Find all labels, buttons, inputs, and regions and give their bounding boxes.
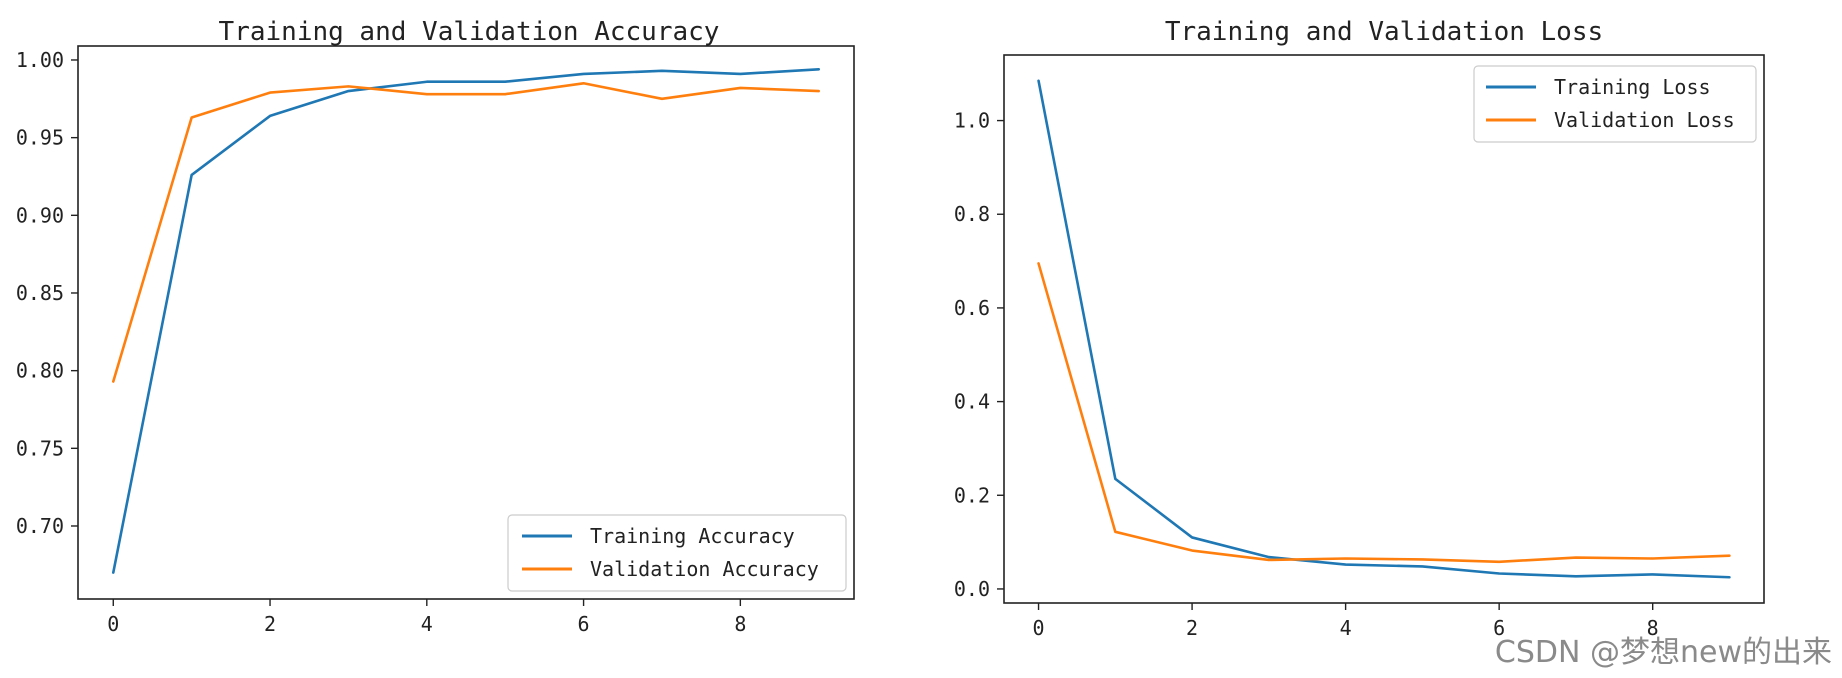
loss-legend-validation-label: Validation Loss [1554, 108, 1735, 132]
loss-series-line-validation [1037, 262, 1731, 564]
loss-y-axis: 0.0 0.2 0.4 0.6 0.8 1.0 [954, 109, 1004, 601]
loss-x-tick-label: 2 [1186, 616, 1198, 640]
loss-y-tick-label: 0.2 [954, 483, 990, 507]
accuracy-x-axis: 0 2 4 6 8 [107, 599, 746, 636]
accuracy-legend-box [507, 514, 847, 592]
loss-x-tick-label: 8 [1647, 616, 1659, 640]
accuracy-x-tick-label: 8 [734, 612, 746, 636]
accuracy-y-tick-label: 0.90 [16, 203, 64, 227]
loss-legend-training-label: Training Loss [1554, 75, 1711, 99]
watermark-text: CSDN @梦想new的出来 [1495, 635, 1832, 670]
loss-plot-frame [1003, 54, 1765, 604]
loss-y-tick-label: 1.0 [954, 109, 990, 133]
accuracy-y-tick-label: 0.95 [16, 126, 64, 150]
accuracy-x-tick-label: 0 [107, 612, 119, 636]
loss-series-line-training [1037, 79, 1731, 579]
accuracy-legend-validation-label: Validation Accuracy [590, 557, 819, 581]
accuracy-series-layer [111, 68, 821, 574]
accuracy-y-tick-label: 0.85 [16, 281, 64, 305]
loss-x-tick-label: 4 [1340, 616, 1352, 640]
accuracy-plot-frame [77, 45, 855, 600]
accuracy-y-tick-label: 1.00 [16, 48, 64, 72]
accuracy-series-line-training [111, 68, 821, 574]
loss-chart-title: Training and Validation Loss [1165, 17, 1603, 47]
accuracy-x-tick-label: 2 [264, 612, 276, 636]
loss-x-axis: 0 2 4 6 8 [1033, 603, 1659, 640]
loss-legend: Training Loss Validation Loss [1473, 65, 1757, 143]
accuracy-y-tick-label: 0.80 [16, 359, 64, 383]
accuracy-x-tick-label: 6 [578, 612, 590, 636]
accuracy-x-tick-label: 4 [421, 612, 433, 636]
accuracy-chart-title: Training and Validation Accuracy [219, 17, 720, 47]
loss-legend-box [1473, 65, 1757, 143]
loss-y-tick-label: 0.4 [954, 390, 990, 414]
loss-series-layer [1037, 79, 1731, 579]
loss-x-tick-label: 0 [1033, 616, 1045, 640]
loss-y-tick-label: 0.6 [954, 296, 990, 320]
loss-y-tick-label: 0.0 [954, 577, 990, 601]
accuracy-y-axis: 0.70 0.75 0.80 0.85 0.90 0.95 1.00 [16, 48, 78, 538]
loss-x-tick-label: 6 [1493, 616, 1505, 640]
accuracy-y-tick-label: 0.75 [16, 436, 64, 460]
accuracy-y-tick-label: 0.70 [16, 514, 64, 538]
loss-y-tick-label: 0.8 [954, 202, 990, 226]
accuracy-legend: Training Accuracy Validation Accuracy [507, 514, 847, 592]
accuracy-series-line-validation [111, 81, 821, 383]
accuracy-chart: Training and Validation Accuracy 0 2 4 6 8 0… [16, 17, 855, 636]
accuracy-legend-training-label: Training Accuracy [590, 524, 795, 548]
